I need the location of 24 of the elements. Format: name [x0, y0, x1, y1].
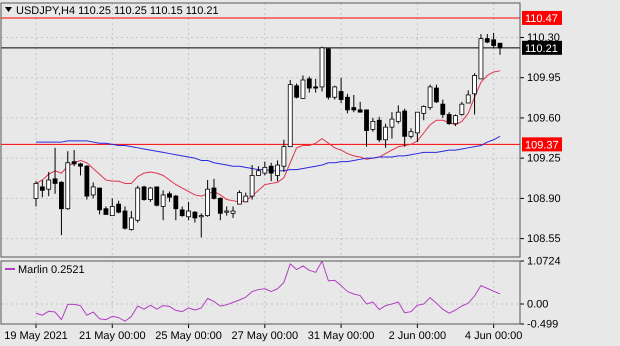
- ref-line-label: 110.21: [525, 42, 558, 55]
- ref-line-label: 109.37: [525, 139, 559, 152]
- x-tick-label: 27 May 00:00: [231, 330, 298, 342]
- y-tick-label: 109.60: [527, 112, 561, 124]
- candlestick: [459, 101, 464, 116]
- x-tick-label: 2 Jun 00:00: [388, 330, 446, 342]
- x-tick-label: 21 May 00:00: [78, 330, 146, 342]
- x-tick-label: 4 Jun 00:00: [464, 330, 522, 342]
- y-tick-label: 108.55: [527, 233, 561, 246]
- y-tick-label: 108.90: [527, 192, 561, 205]
- y-tick-label: 1.0724: [527, 256, 561, 268]
- candlestick: [466, 90, 471, 104]
- legend-label: Marlin 0.2521: [18, 264, 85, 276]
- y-tick-label: 109.25: [527, 152, 561, 165]
- y-tick-label: 109.95: [527, 72, 561, 84]
- candlestick: [440, 99, 446, 118]
- y-tick-label: -0.499: [527, 318, 558, 331]
- y-tick-label: 0.00: [527, 298, 548, 311]
- x-tick-label: 31 May 00:00: [308, 330, 374, 342]
- y-tick-label: 110.30: [527, 32, 560, 44]
- x-tick-label: 25 May 00:00: [155, 330, 222, 342]
- chart-title: USDJPY,H4 110.25 110.25 110.15 110.21: [16, 5, 219, 17]
- ref-line-label: 110.47: [525, 12, 558, 25]
- x-tick-label: 19 May 2021: [4, 330, 68, 342]
